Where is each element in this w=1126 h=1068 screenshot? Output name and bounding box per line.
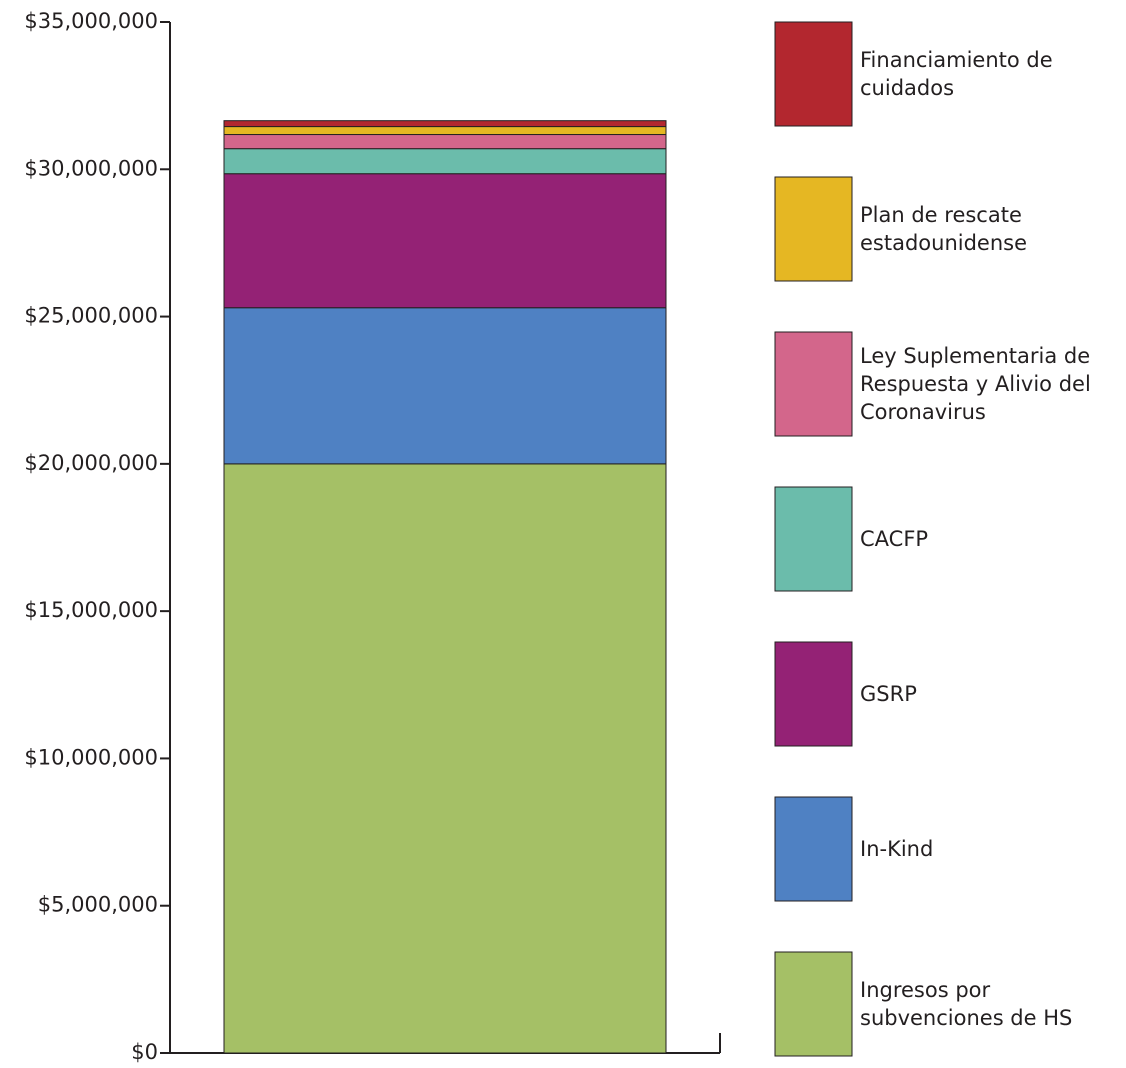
legend-label: GSRP xyxy=(860,682,917,706)
legend-swatch xyxy=(774,951,853,1057)
y-tick-label: $25,000,000 xyxy=(24,304,158,328)
bar-segment xyxy=(223,126,667,136)
bar-segment xyxy=(223,463,667,1054)
y-tick-label: $35,000,000 xyxy=(24,9,158,33)
y-tick-label: $0 xyxy=(131,1040,158,1064)
legend-label: In-Kind xyxy=(860,837,934,861)
y-tick-label: $5,000,000 xyxy=(38,893,158,917)
y-tick-label: $20,000,000 xyxy=(24,451,158,475)
legend-swatch xyxy=(774,331,853,437)
y-tick-label: $10,000,000 xyxy=(24,745,158,769)
bar-segment xyxy=(223,307,667,465)
legend-swatch xyxy=(774,796,853,902)
legend-swatch xyxy=(774,486,853,592)
legend-label: Plan de rescate estadounidense xyxy=(860,203,1028,255)
y-tick-label: $15,000,000 xyxy=(24,598,158,622)
legend-label: Financiamiento de cuidados xyxy=(860,48,1053,100)
bar-segment xyxy=(223,120,667,128)
y-tick-label: $30,000,000 xyxy=(24,156,158,180)
bar-segment xyxy=(223,134,667,150)
bar-segment xyxy=(223,148,667,175)
legend-label: Ley Suplementaria de Respuesta y Alivio … xyxy=(860,344,1091,424)
legend-label: CACFP xyxy=(860,527,929,551)
legend-swatch xyxy=(774,176,853,282)
legend-swatch xyxy=(774,641,853,747)
bar-segment xyxy=(223,173,667,309)
legend-label: Ingresos por subvenciones de HS xyxy=(860,978,1073,1030)
legend-swatch xyxy=(774,21,853,127)
